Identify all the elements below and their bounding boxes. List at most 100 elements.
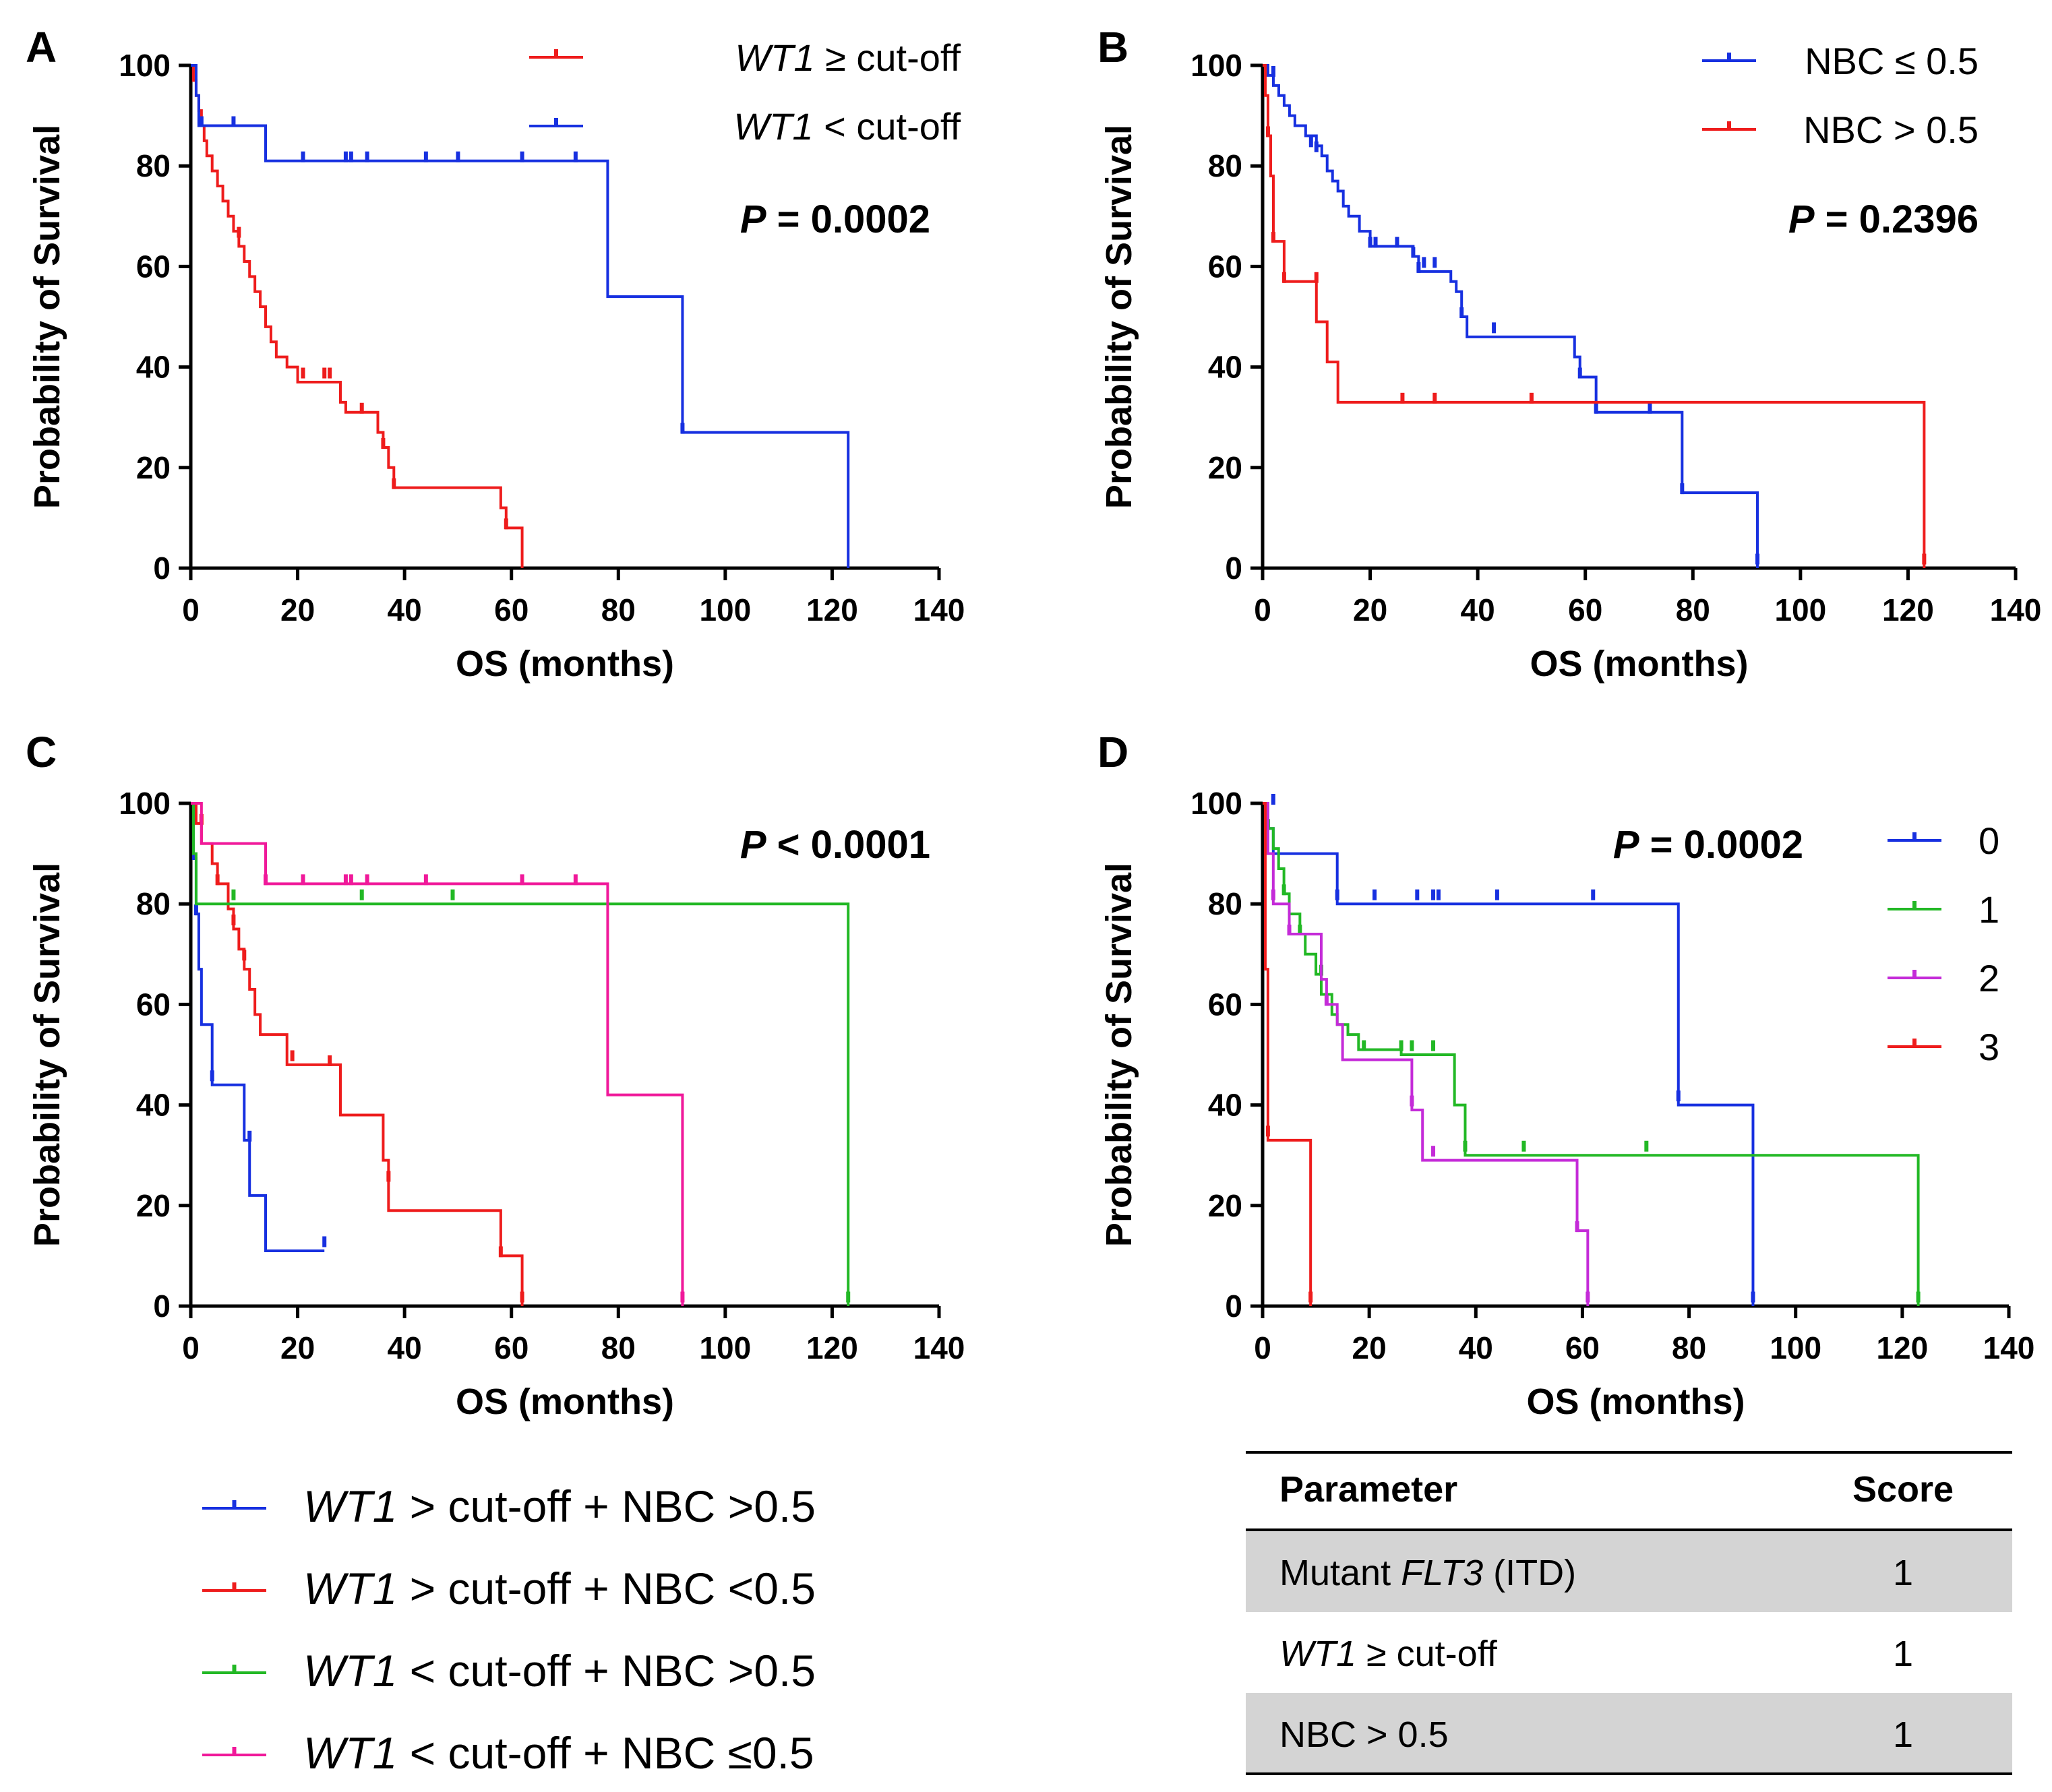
- y-tick-label: 20: [1208, 1188, 1242, 1223]
- y-tick-label: 100: [119, 48, 171, 83]
- panel-a: A 0 20 40 60 80 100 120 140 0 20 40 60 80 100 OS (month…: [26, 23, 965, 684]
- survival-curve-c-1: [191, 802, 524, 1306]
- y-tick-label: 60: [136, 987, 171, 1022]
- p-symbol: P: [740, 823, 766, 867]
- y-axis-label: Probability of Survival: [1099, 125, 1139, 509]
- x-tick-label: 40: [1461, 592, 1495, 627]
- y-tick-label: 0: [153, 551, 171, 586]
- y-axis-label: Probability of Survival: [1099, 863, 1139, 1247]
- y-axis-label: Probability of Survival: [27, 125, 67, 509]
- p-symbol: P: [1613, 823, 1639, 867]
- legend-text-part: ≥ cut-off: [815, 36, 961, 79]
- x-tick-label: 20: [1352, 1330, 1387, 1365]
- y-tick-label: 60: [1208, 987, 1242, 1022]
- parameter-text: ≥ cut-off: [1356, 1634, 1498, 1674]
- table-header-parameter: Parameter: [1279, 1469, 1457, 1510]
- parameter-text: (ITD): [1483, 1553, 1576, 1593]
- y-tick-label: 80: [1208, 148, 1242, 183]
- panel-c: C 0 20 40 60 80 100 120 140 0 20 40 60 80 100 OS (month…: [26, 728, 965, 1778]
- table-header-score: Score: [1852, 1469, 1954, 1510]
- y-tick-label: 80: [1208, 886, 1242, 921]
- x-tick-label: 100: [1770, 1330, 1821, 1365]
- survival-curve-b-1: [1263, 64, 1926, 568]
- parameter-text: Mutant: [1279, 1553, 1401, 1593]
- survival-curve-c-2: [191, 802, 850, 1306]
- p-value-text: = 0.0002: [1639, 823, 1804, 867]
- table-row-parameter: NBC > 0.5: [1279, 1714, 1449, 1755]
- table-row-score: 1: [1893, 1553, 1913, 1593]
- x-tick-label: 80: [601, 1330, 636, 1365]
- y-tick-label: 40: [1208, 350, 1242, 385]
- table-row-shading: [1246, 1531, 2012, 1612]
- score-table: Parameter Score Mutant FLT3 (ITD) 1 WT1 ≥ cu…: [1246, 1451, 2012, 1775]
- x-tick-label: 100: [699, 592, 751, 627]
- x-tick-label: 60: [494, 592, 529, 627]
- x-tick-label: 140: [913, 592, 965, 627]
- y-tick-label: 40: [136, 1088, 171, 1123]
- x-tick-label: 40: [388, 592, 422, 627]
- x-tick-label: 80: [601, 592, 636, 627]
- x-tick-label: 120: [1876, 1330, 1928, 1365]
- legend-label: 3: [1979, 1026, 1999, 1068]
- panel-label: B: [1097, 23, 1128, 71]
- legend-text-part: 3: [1979, 1026, 1999, 1068]
- legend-italic-part: WT1: [303, 1646, 397, 1696]
- p-value: P = 0.0002: [740, 197, 930, 241]
- y-tick-label: 20: [136, 450, 171, 485]
- x-tick-label: 140: [913, 1330, 965, 1365]
- legend-text-part: 2: [1979, 957, 1999, 999]
- x-tick-label: 140: [1990, 592, 2042, 627]
- legend-italic-part: WT1: [733, 105, 813, 148]
- p-value-text: = 0.0002: [766, 197, 931, 241]
- legend-text-part: < cut-off: [814, 105, 961, 148]
- x-tick-label: 40: [1459, 1330, 1493, 1365]
- p-value-text: = 0.2396: [1815, 197, 1979, 241]
- x-axis-label: OS (months): [456, 644, 674, 684]
- legend-italic-part: WT1: [303, 1728, 397, 1778]
- legend-text-part: NBC > 0.5: [1803, 109, 1979, 151]
- survival-curve-c-0: [191, 802, 325, 1252]
- x-axis-label: OS (months): [1530, 644, 1749, 684]
- legend-italic-part: WT1: [735, 36, 814, 79]
- x-tick-label: 20: [280, 1330, 315, 1365]
- y-tick-label: 40: [136, 350, 171, 385]
- y-tick-label: 0: [1225, 1289, 1242, 1324]
- panel-b: B 0 20 40 60 80 100 120 140 0 20 40 60 80 100 OS (month…: [1097, 23, 2041, 684]
- y-tick-label: 100: [1190, 48, 1242, 83]
- table-row-shading: [1246, 1693, 2012, 1774]
- legend-text-part: 0: [1979, 820, 1999, 862]
- table-row-score: 1: [1893, 1714, 1913, 1755]
- x-tick-label: 120: [806, 592, 858, 627]
- legend-italic-part: WT1: [303, 1564, 397, 1613]
- p-value-text: < 0.0001: [766, 823, 931, 867]
- legend-label: NBC ≤ 0.5: [1805, 40, 1979, 82]
- y-tick-label: 80: [136, 148, 171, 183]
- x-tick-label: 60: [494, 1330, 529, 1365]
- survival-curve-d-0: [1263, 802, 1755, 1306]
- x-tick-label: 20: [280, 592, 315, 627]
- x-tick-label: 120: [1882, 592, 1934, 627]
- survival-curve-d-1: [1263, 802, 1920, 1306]
- y-axis-label: Probability of Survival: [27, 863, 67, 1247]
- legend-label: 2: [1979, 957, 1999, 999]
- legend-text-part: < cut-off + NBC ≤0.5: [397, 1728, 814, 1778]
- legend-text-part: < cut-off + NBC >0.5: [397, 1646, 816, 1696]
- y-tick-label: 100: [119, 786, 171, 821]
- x-axis-label: OS (months): [1527, 1382, 1745, 1422]
- survival-curve-b-0: [1263, 64, 1759, 568]
- y-tick-label: 0: [153, 1289, 171, 1324]
- x-tick-label: 0: [182, 1330, 200, 1365]
- survival-curve-d-2: [1263, 802, 1590, 1306]
- legend-text-part: NBC ≤ 0.5: [1805, 40, 1979, 82]
- x-tick-label: 80: [1676, 592, 1710, 627]
- legend-text-part: 1: [1979, 888, 1999, 931]
- y-tick-label: 0: [1225, 551, 1242, 586]
- x-tick-label: 60: [1565, 1330, 1600, 1365]
- x-tick-label: 0: [182, 592, 200, 627]
- legend-label: WT1 < cut-off + NBC >0.5: [303, 1646, 816, 1696]
- x-tick-label: 120: [806, 1330, 858, 1365]
- parameter-italic: WT1: [1279, 1634, 1356, 1674]
- p-value: P = 0.2396: [1788, 197, 1979, 241]
- legend-label: WT1 < cut-off: [733, 105, 961, 148]
